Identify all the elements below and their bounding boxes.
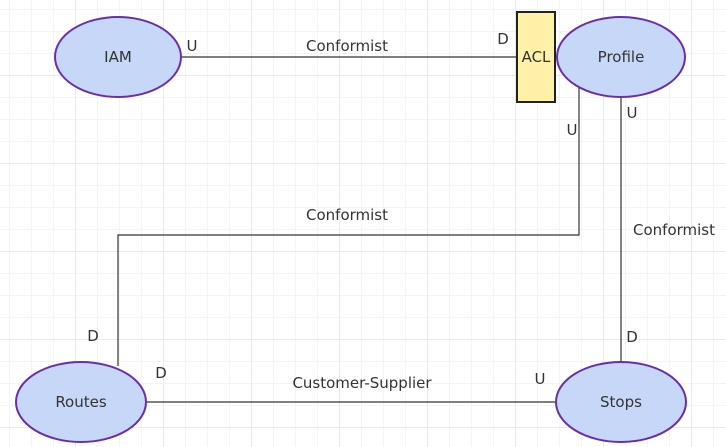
node-profile-label: Profile (598, 48, 645, 66)
profile-downstream-marker: D (497, 30, 509, 48)
edge-profile-stops-label: Conformist (633, 221, 715, 239)
routes-downstream-marker-stops: D (155, 364, 167, 382)
edge-iam-profile-label: Conformist (306, 37, 388, 55)
iam-upstream-marker: U (187, 37, 198, 55)
profile-upstream-marker-routes: U (567, 121, 578, 139)
node-stops[interactable]: Stops (555, 361, 687, 443)
node-iam[interactable]: IAM (54, 16, 182, 98)
profile-upstream-marker-stops: U (627, 104, 638, 122)
node-routes-label: Routes (55, 393, 107, 411)
edge-profile-routes[interactable] (117, 87, 580, 366)
acl-label: ACL (522, 48, 551, 66)
node-stops-label: Stops (600, 393, 642, 411)
node-iam-label: IAM (104, 48, 132, 66)
node-routes[interactable]: Routes (15, 361, 147, 443)
node-profile[interactable]: Profile (556, 16, 686, 98)
stops-upstream-marker-routes: U (535, 370, 546, 388)
stops-downstream-marker-profile: D (626, 328, 638, 346)
acl-box[interactable]: ACL (516, 11, 556, 103)
edge-profile-routes-label: Conformist (306, 206, 388, 224)
edge-stops-routes-label: Customer-Supplier (292, 374, 432, 392)
routes-downstream-marker-profile: D (87, 327, 99, 345)
